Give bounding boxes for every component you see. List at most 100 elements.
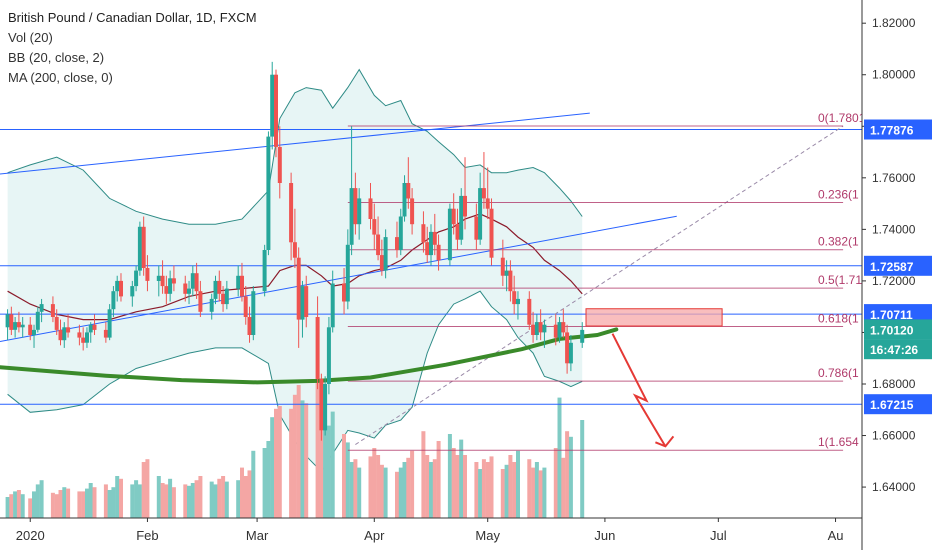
volume-bar xyxy=(217,478,222,518)
candle-body xyxy=(319,378,324,431)
volume-bar xyxy=(209,481,214,518)
candle-body xyxy=(194,273,199,292)
volume-bar xyxy=(410,450,415,518)
bb-upper-line xyxy=(7,68,583,225)
candle-body xyxy=(187,288,191,294)
volume-bars xyxy=(5,378,585,518)
volume-bar xyxy=(349,462,354,518)
volume-bar xyxy=(39,480,44,518)
price-tick-label: 1.72000 xyxy=(872,274,916,288)
candle-body xyxy=(326,327,331,384)
bollinger-bands xyxy=(7,68,583,473)
volume-bar xyxy=(447,434,452,518)
volume-bar xyxy=(85,488,89,518)
volume-bar xyxy=(194,480,199,518)
volume-bar xyxy=(50,492,55,518)
time-tick-label: Au xyxy=(828,528,844,543)
candle-body xyxy=(107,309,112,338)
candle-body xyxy=(190,273,195,289)
volume-bar xyxy=(481,459,486,518)
candle-body xyxy=(398,216,403,250)
candle-body xyxy=(561,322,566,333)
volume-bar xyxy=(368,456,373,518)
price-tick-label: 1.64000 xyxy=(872,480,916,494)
volume-bar xyxy=(383,467,388,518)
candle-body xyxy=(251,291,256,335)
candle-body xyxy=(277,146,282,183)
candle-body xyxy=(134,270,139,287)
volume-bar xyxy=(190,483,195,518)
candle-body xyxy=(459,195,464,240)
candle-body xyxy=(224,288,229,305)
volume-bar xyxy=(315,378,320,518)
volume-bar xyxy=(463,455,467,518)
candle-body xyxy=(141,226,146,268)
annotations xyxy=(585,308,723,448)
price-badge xyxy=(864,394,932,415)
candle-body xyxy=(292,242,297,258)
candle-body xyxy=(395,237,399,250)
forecast-arrow xyxy=(611,333,667,447)
candle-body xyxy=(357,198,362,225)
candle-body xyxy=(372,219,377,235)
candle-body xyxy=(425,242,430,256)
volume-bar xyxy=(568,436,573,518)
volume-bar xyxy=(542,467,547,518)
candle-body xyxy=(160,275,165,287)
price-badge xyxy=(864,304,932,325)
price-badge xyxy=(864,319,932,340)
candle-body xyxy=(500,257,505,276)
candle-body xyxy=(474,216,479,240)
candle-body xyxy=(553,324,558,338)
price-badge xyxy=(864,255,932,276)
volume-bar xyxy=(119,478,123,518)
volume-bar xyxy=(429,462,433,518)
volume-bar xyxy=(319,406,324,518)
price-tick-label: 1.76000 xyxy=(872,171,916,185)
fib-level-label: 0.5(1.71 xyxy=(818,273,862,287)
legend-volume: Vol (20) xyxy=(8,30,53,45)
price-badge-label: 1.67215 xyxy=(870,398,914,412)
candle-body xyxy=(66,327,71,333)
forecast-arrowhead xyxy=(655,435,675,448)
volume-bar xyxy=(16,490,21,518)
volume-bar xyxy=(451,448,456,518)
price-badge-label: 1.70711 xyxy=(870,308,913,322)
volume-bar xyxy=(240,467,244,518)
volume-bar xyxy=(266,441,271,518)
candle-body xyxy=(315,317,320,379)
candle-body xyxy=(447,208,452,261)
volume-bar xyxy=(421,431,426,518)
candle-body xyxy=(568,342,573,364)
candle-body xyxy=(349,188,354,245)
price-badge-label: 1.77876 xyxy=(870,124,914,138)
bb-middle-line xyxy=(7,213,583,321)
volume-bar xyxy=(330,411,335,518)
drawn-lines xyxy=(0,112,862,445)
candle-body xyxy=(289,183,294,243)
volume-bar xyxy=(20,494,25,518)
fib-level-label: 0.618(1 xyxy=(818,312,859,326)
volume-bar xyxy=(262,448,267,518)
fibonacci-retracement: 0(1.7801 0.236(1 0.382(1 0.5(1.71 0.618(1 0.7… xyxy=(347,111,866,451)
candle-body xyxy=(504,270,509,276)
price-badge-label: 16:47:26 xyxy=(870,343,918,357)
ma200-line xyxy=(0,327,619,385)
candle-body xyxy=(410,198,415,225)
candle-body xyxy=(463,195,467,217)
volume-bar xyxy=(130,484,135,518)
volume-bar xyxy=(561,457,566,518)
sell-zone xyxy=(585,308,723,327)
candle-body xyxy=(35,311,40,330)
candle-body xyxy=(16,322,21,328)
volume-bar xyxy=(164,484,169,518)
volume-bar xyxy=(402,462,407,518)
candle-body xyxy=(478,188,483,240)
candle-body xyxy=(5,314,10,328)
candle-body xyxy=(402,183,407,217)
volume-bar xyxy=(376,455,381,518)
volume-bar xyxy=(485,462,490,518)
candle-body xyxy=(527,298,532,325)
candle-body xyxy=(164,286,169,294)
candle-body xyxy=(119,280,123,297)
